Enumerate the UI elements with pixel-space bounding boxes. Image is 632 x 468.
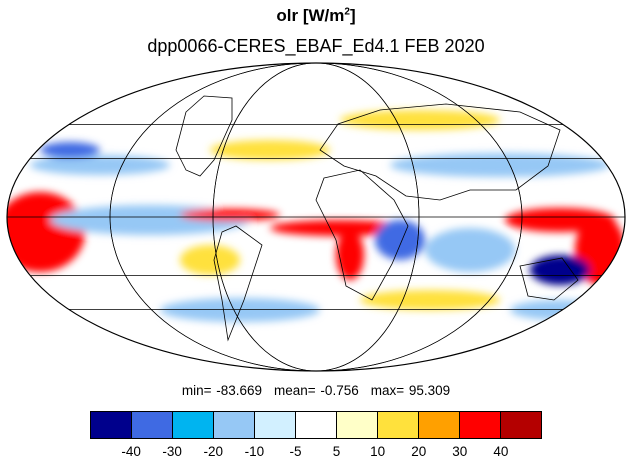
anomaly-field [7,63,625,371]
colorbar-tick-label: 20 [411,444,427,459]
colorbar-swatch [337,412,378,438]
colorbar-swatch [419,412,460,438]
colorbar-tick-label: 10 [370,444,386,459]
plot-title: olr [W/m2] [0,6,632,26]
colorbar-tick-label: -20 [203,444,224,459]
colorbar-tick-label: 5 [332,444,341,459]
colorbar [90,411,542,439]
colorbar-tick-label: -30 [162,444,182,459]
colorbar-tick-label: -40 [121,444,141,459]
unit-superscript: 2 [344,6,350,18]
colorbar-tick-labels: -40 -30 -20 -10 -5 5 10 20 30 40 [90,444,542,462]
stat-mean: mean= -0.756 [274,383,359,398]
colorbar-tick-label: -10 [244,444,265,459]
colorbar-swatch [460,412,501,438]
colorbar-tick-label: 40 [493,444,509,459]
plot-subtitle: dpp0066-CERES_EBAF_Ed4.1 FEB 2020 [147,36,485,56]
stat-max: max= 95.309 [370,383,451,398]
colorbar-swatch [378,412,419,438]
unit-close: ] [349,6,356,25]
stat-min: min= -83.669 [181,383,263,398]
colorbar-swatch [255,412,296,438]
colorbar-swatch [501,412,541,438]
coastlines [175,95,579,342]
unit-open: [W/m [302,6,345,25]
map-border [6,62,626,372]
colorbar-swatch [91,412,132,438]
colorbar-swatch [132,412,173,438]
colorbar-tick-label: -5 [289,444,302,459]
field-statistics: min= -83.669 mean= -0.756 max= 95.309 [0,383,632,398]
colorbar-swatch [173,412,214,438]
colorbar-tick-label: 30 [452,444,468,459]
colorbar-swatch [296,412,337,438]
colorbar-swatch [214,412,255,438]
variable-name: olr [276,6,299,25]
